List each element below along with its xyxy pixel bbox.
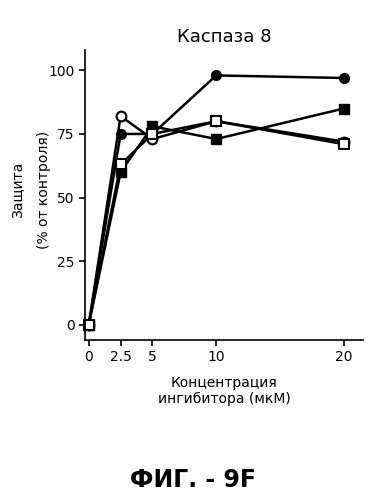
Title: Каспаза 8: Каспаза 8 bbox=[177, 28, 271, 46]
Text: ФИГ. - 9F: ФИГ. - 9F bbox=[130, 468, 256, 492]
X-axis label: Концентрация
ингибитора (мкМ): Концентрация ингибитора (мкМ) bbox=[157, 376, 290, 406]
Text: Защита: Защита bbox=[10, 162, 24, 218]
Text: (% от контроля): (% от контроля) bbox=[37, 131, 51, 249]
